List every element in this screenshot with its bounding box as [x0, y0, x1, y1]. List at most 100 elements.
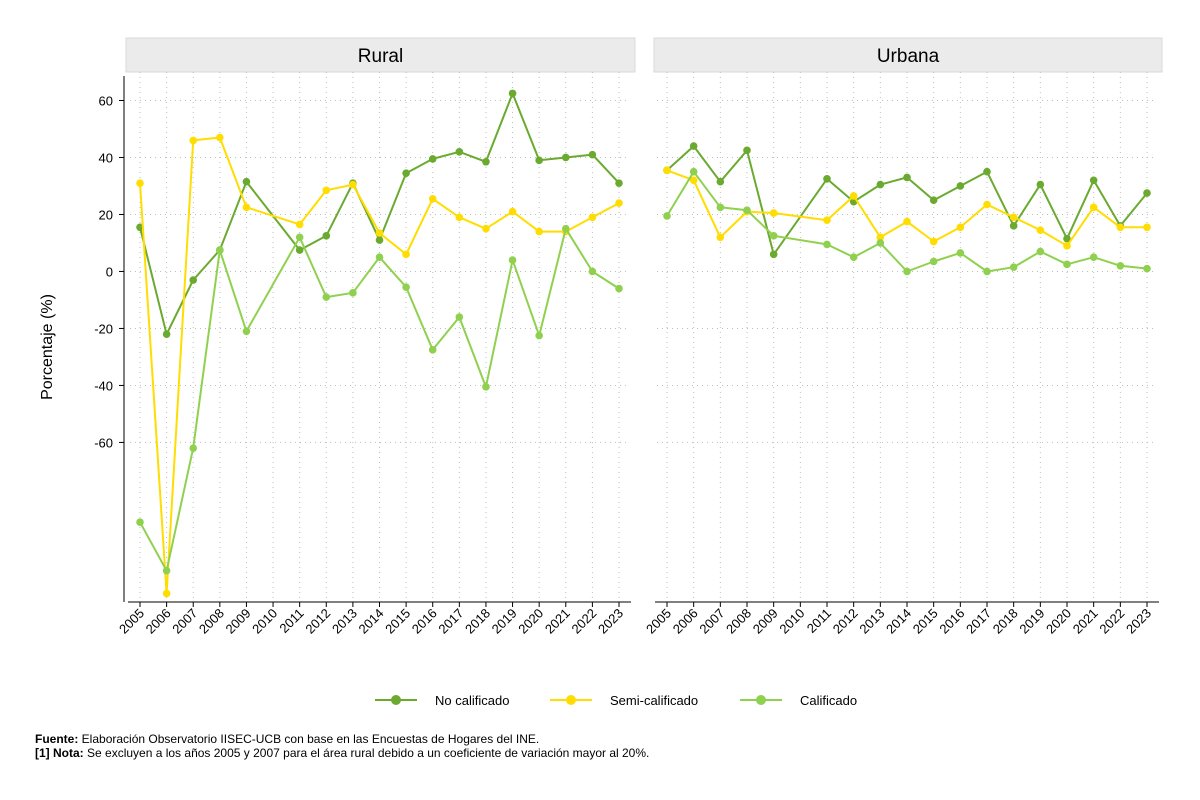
data-point-calificado	[716, 203, 725, 212]
data-point-no-calificado	[535, 156, 543, 165]
data-point-no-calificado	[428, 155, 437, 163]
data-point-no-calificado	[743, 146, 751, 155]
data-point-calificado	[216, 246, 224, 254]
x-tick-label: 2023	[1123, 606, 1154, 637]
data-point-calificado	[349, 289, 357, 297]
legend-label: Calificado	[800, 692, 858, 708]
data-point-no-calificado	[588, 150, 597, 159]
x-tick-label: 2020	[1043, 606, 1074, 637]
x-tick-label: 2012	[302, 606, 333, 637]
data-point-calificado	[849, 253, 858, 262]
series-line-no-calificado	[139, 92, 620, 336]
x-tick-label: 2008	[723, 606, 754, 637]
data-point-no-calificado	[1036, 180, 1045, 189]
data-point-calificado	[983, 267, 991, 276]
data-point-semi-calificado	[956, 223, 965, 232]
data-point-no-calificado	[561, 153, 570, 162]
x-tick-label: 2018	[990, 606, 1021, 637]
y-tick-label: -40	[94, 378, 113, 393]
y-tick-label: 60	[99, 93, 113, 108]
data-point-semi-calificado	[216, 133, 224, 142]
x-tick-label: 2011	[804, 606, 834, 636]
data-point-semi-calificado	[349, 180, 357, 189]
data-point-semi-calificado	[903, 217, 911, 226]
data-point-no-calificado	[322, 232, 331, 240]
panel-title: Rural	[358, 46, 403, 67]
data-point-calificado	[322, 293, 331, 301]
data-point-no-calificado	[876, 180, 885, 189]
x-tick-label: 2013	[856, 606, 887, 637]
data-point-no-calificado	[769, 250, 778, 259]
data-point-no-calificado	[455, 147, 464, 156]
note-text: Se excluyen a los años 2005 y 2007 para …	[83, 746, 650, 760]
data-point-no-calificado	[903, 173, 911, 182]
footnotes: Fuente: Elaboración Observatorio IISEC-U…	[35, 732, 649, 760]
data-point-no-calificado	[295, 246, 304, 254]
data-point-semi-calificado	[428, 195, 437, 203]
x-tick-label: 2019	[489, 606, 520, 637]
legend-swatch-no-calificado	[375, 688, 417, 712]
x-tick-label: 2015	[382, 606, 413, 637]
data-point-calificado	[136, 518, 144, 527]
series-line-calificado	[666, 170, 1148, 273]
y-axis-title: Porcentaje (%)	[39, 294, 56, 400]
data-point-semi-calificado	[849, 192, 858, 200]
data-point-calificado	[929, 257, 938, 266]
x-tick-label: 2009	[750, 606, 781, 637]
data-point-calificado	[402, 283, 410, 291]
x-tick-label: 2017	[435, 606, 466, 637]
panel-header	[125, 37, 636, 73]
data-point-calificado	[588, 267, 597, 276]
y-tick-label: -20	[94, 321, 113, 336]
data-point-semi-calificado	[588, 213, 597, 222]
data-point-calificado	[561, 224, 570, 233]
data-point-no-calificado	[1143, 189, 1151, 197]
data-point-calificado	[295, 233, 304, 242]
panel-title: Urbana	[877, 46, 940, 67]
data-point-no-calificado	[508, 89, 517, 98]
x-tick-label: 2023	[595, 606, 626, 637]
data-point-no-calificado	[375, 236, 384, 244]
data-point-semi-calificado	[1116, 223, 1125, 232]
x-tick-label: 2016	[409, 606, 440, 637]
data-point-calificado	[689, 167, 698, 176]
data-point-no-calificado	[242, 177, 251, 186]
x-tick-label: 2015	[910, 606, 941, 637]
source-text: Elaboración Observatorio IISEC-UCB con b…	[78, 732, 540, 746]
x-tick-label: 2019	[1016, 606, 1047, 637]
x-tick-label: 2014	[356, 606, 387, 637]
x-tick-label: 2022	[568, 606, 599, 637]
data-point-no-calificado	[716, 177, 725, 186]
x-tick-label: 2007	[696, 606, 727, 637]
source-label: Fuente:	[35, 732, 79, 746]
data-point-no-calificado	[929, 196, 938, 205]
data-point-calificado	[162, 566, 171, 575]
x-tick-label: 2014	[883, 606, 914, 637]
data-point-calificado	[1036, 247, 1045, 256]
x-tick-label: 2010	[776, 606, 807, 637]
legend-label: Semi-calificado	[610, 692, 699, 708]
x-tick-label: 2005	[643, 606, 674, 637]
data-point-semi-calificado	[1009, 213, 1018, 222]
x-tick-label: 2021	[1070, 606, 1101, 637]
data-point-semi-calificado	[402, 250, 410, 259]
data-point-semi-calificado	[1089, 203, 1098, 212]
data-point-calificado	[1116, 261, 1125, 270]
data-point-no-calificado	[402, 169, 410, 177]
panel-header	[653, 37, 1163, 73]
series-line-no-calificado	[666, 145, 1148, 256]
data-point-no-calificado	[1009, 222, 1018, 230]
x-tick-label: 2011	[276, 606, 306, 636]
data-point-calificado	[663, 212, 671, 220]
data-point-semi-calificado	[189, 136, 198, 145]
x-tick-label: 2016	[936, 606, 967, 637]
x-tick-label: 2005	[116, 606, 147, 637]
data-point-semi-calificado	[689, 176, 698, 185]
data-point-no-calificado	[615, 179, 623, 187]
y-tick-label: 20	[99, 207, 113, 222]
x-tick-label: 2012	[830, 606, 861, 637]
x-tick-label: 2018	[462, 606, 493, 637]
data-point-semi-calificado	[295, 220, 304, 229]
data-point-calificado	[508, 256, 517, 264]
data-point-calificado	[482, 383, 490, 391]
